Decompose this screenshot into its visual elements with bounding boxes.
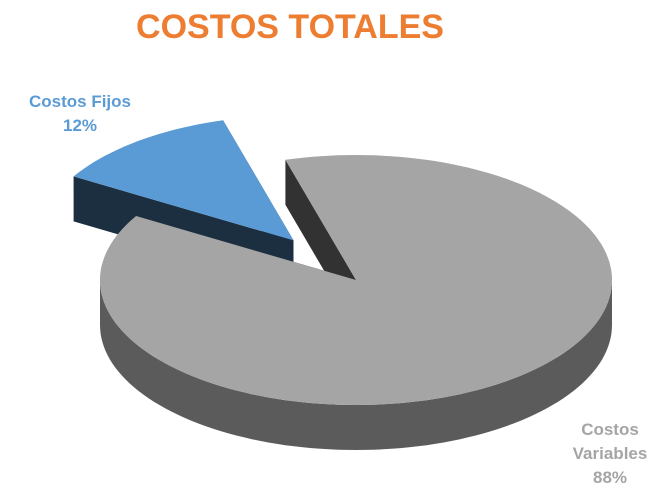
- slice-side: [100, 280, 612, 450]
- data-label: Costos Variables 88%: [560, 418, 659, 490]
- chart-title: COSTOS TOTALES: [136, 8, 444, 46]
- value-label: 12%: [62, 116, 98, 135]
- value-label: 88%: [592, 468, 628, 487]
- data-label: Costos Fijos 12%: [10, 90, 150, 138]
- slice: [100, 155, 612, 405]
- category-label: Costos Variables: [572, 420, 648, 463]
- category-label: Costos Fijos: [28, 92, 131, 111]
- slice: [73, 120, 294, 241]
